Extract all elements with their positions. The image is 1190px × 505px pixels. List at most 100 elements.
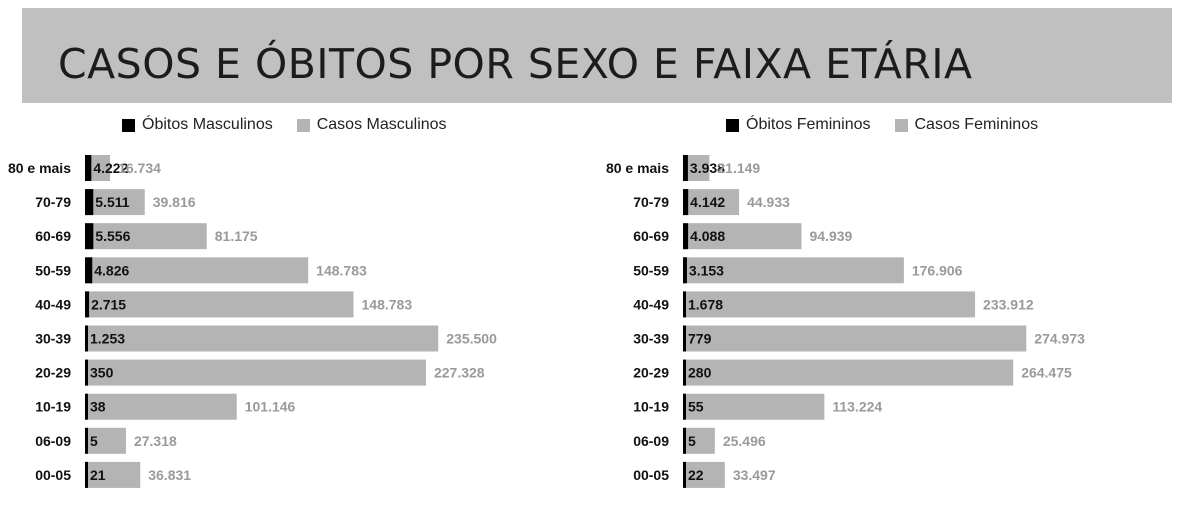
female-deaths-label: 3.153 (689, 262, 724, 278)
female-cases-bar (683, 359, 1014, 386)
male-cases-bar (85, 359, 426, 386)
legend-item-male-cases: Casos Masculinos (296, 116, 447, 134)
male-cases-label: 36.831 (148, 467, 191, 483)
male-cases-label: 235.500 (446, 331, 497, 347)
male-cases-bar (85, 257, 309, 284)
female-cases-bar (683, 189, 740, 216)
male-cases-label: 101.146 (245, 399, 296, 415)
legend-label-male-deaths: Óbitos Masculinos (142, 116, 273, 133)
female-deaths-label: 3.938 (690, 160, 725, 176)
legend-label-male-cases: Casos Masculinos (316, 116, 447, 133)
female-category-label: 80 e mais (606, 160, 669, 176)
legend-item-female-cases: Casos Femininos (894, 116, 1039, 134)
female-deaths-bar (683, 189, 689, 216)
male-cases-bar (85, 461, 141, 488)
male-cases-label: 148.783 (362, 296, 413, 312)
male-cases-label: 39.816 (153, 194, 196, 210)
male-deaths-bar (85, 359, 88, 386)
female-category-label: 00-05 (633, 467, 669, 483)
male-cases-label: 16.734 (118, 160, 161, 176)
male-deaths-bar (85, 155, 92, 181)
male-deaths-bar (85, 427, 88, 454)
female-deaths-bar (683, 427, 686, 454)
page-title: CASOS E ÓBITOS POR SEXO E FAIXA ETÁRIA (58, 40, 973, 88)
legend-female: Óbitos Femininos Casos Femininos (726, 116, 1062, 134)
male-cases-label: 148.783 (316, 262, 367, 278)
female-deaths-bar (683, 291, 686, 318)
female-cases-bar (683, 291, 976, 318)
male-cases-bar (85, 325, 439, 352)
male-deaths-bar (85, 325, 88, 352)
female-deaths-label: 55 (688, 399, 704, 415)
legend-item-female-deaths: Óbitos Femininos (726, 116, 871, 134)
male-cases-label: 27.318 (134, 433, 177, 449)
male-cases-bar (85, 427, 126, 454)
female-cases-bar (683, 461, 725, 488)
legend-item-male-deaths: Óbitos Masculinos (122, 116, 273, 134)
male-deaths-label: 5.556 (95, 228, 130, 244)
female-deaths-bar (683, 461, 686, 488)
male-category-label: 00-05 (35, 467, 71, 483)
female-category-label: 30-39 (633, 331, 669, 347)
female-cases-label: 25.496 (723, 433, 766, 449)
male-deaths-label: 2.715 (91, 296, 126, 312)
male-deaths-label: 350 (90, 365, 114, 381)
female-deaths-label: 4.142 (690, 194, 725, 210)
female-category-label: 60-69 (633, 228, 669, 244)
female-deaths-bar (683, 223, 689, 250)
female-category-label: 40-49 (633, 296, 669, 312)
male-category-label: 70-79 (35, 194, 71, 210)
female-cases-label: 113.224 (832, 399, 882, 415)
female-deaths-bar (683, 359, 686, 386)
female-cases-bar (683, 223, 802, 250)
female-deaths-label: 22 (688, 467, 704, 483)
male-category-label: 50-59 (35, 262, 71, 278)
female-deaths-label: 5 (688, 433, 696, 449)
female-deaths-bar (683, 257, 687, 284)
legend-swatch-male-cases (296, 118, 310, 132)
male-category-label: 40-49 (35, 296, 71, 312)
male-deaths-bar (85, 291, 90, 318)
male-cases-label: 81.175 (215, 228, 258, 244)
female-deaths-bar (683, 155, 688, 181)
female-cases-label: 176.906 (912, 262, 963, 278)
legend-label-female-cases: Casos Femininos (914, 116, 1039, 133)
male-category-label: 30-39 (35, 331, 71, 347)
female-cases-label: 33.497 (733, 467, 776, 483)
legend-male: Óbitos Masculinos Casos Masculinos (122, 116, 471, 134)
legend-label-female-deaths: Óbitos Femininos (746, 116, 871, 133)
male-category-label: 80 e mais (8, 160, 71, 176)
female-deaths-label: 779 (688, 331, 712, 347)
female-category-label: 70-79 (633, 194, 669, 210)
female-cases-bar (683, 393, 825, 420)
legend-swatch-male-deaths (122, 118, 135, 132)
female-category-label: 50-59 (633, 262, 669, 278)
female-cases-bar (683, 427, 715, 454)
female-deaths-label: 280 (688, 365, 712, 381)
male-deaths-bar (85, 393, 88, 420)
male-deaths-bar (85, 223, 94, 250)
title-banner: CASOS E ÓBITOS POR SEXO E FAIXA ETÁRIA (22, 8, 1172, 103)
female-cases-label: 264.475 (1021, 365, 1072, 381)
female-cases-label: 233.912 (983, 296, 1034, 312)
female-deaths-bar (683, 393, 686, 420)
female-cases-label: 94.939 (810, 228, 853, 244)
male-deaths-label: 5 (90, 433, 98, 449)
male-deaths-bar (85, 461, 88, 488)
male-category-label: 20-29 (35, 365, 71, 381)
male-category-label: 06-09 (35, 433, 71, 449)
male-cases-label: 227.328 (434, 365, 485, 381)
male-cases-bar (85, 223, 207, 250)
female-category-label: 10-19 (633, 399, 669, 415)
female-cases-label: 21.149 (717, 160, 760, 176)
female-cases-label: 44.933 (747, 194, 790, 210)
male-cases-bar (85, 189, 145, 216)
male-deaths-label: 4.222 (93, 160, 128, 176)
male-deaths-label: 5.511 (95, 194, 129, 210)
female-cases-bar (683, 257, 904, 284)
male-deaths-bar (85, 189, 94, 216)
female-deaths-bar (683, 325, 686, 352)
female-deaths-label: 1.678 (688, 296, 723, 312)
legend-swatch-female-cases (894, 118, 908, 132)
